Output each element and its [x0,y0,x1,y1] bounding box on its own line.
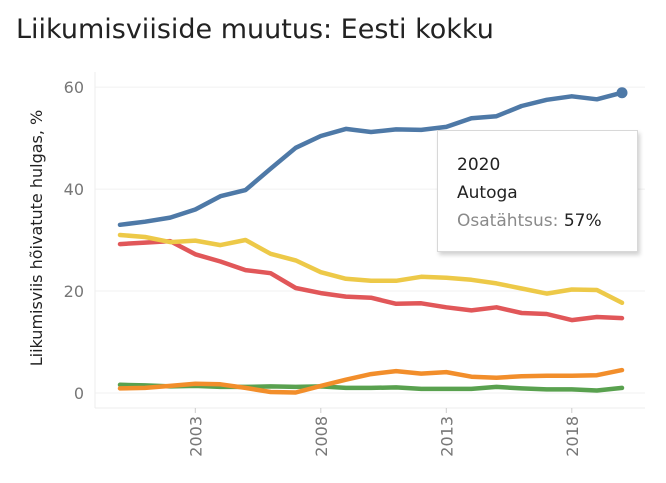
x-tick-label: 2008 [312,416,331,457]
x-tick-label: 2013 [437,416,456,457]
tooltip-share: Osatähtsus: 57% [457,207,637,235]
series-line [117,382,625,393]
x-tick-label: 2003 [186,416,205,457]
y-tick-label: 20 [64,282,84,301]
tooltip-year: 2020 [457,155,501,175]
tooltip-share-value: 57% [563,211,602,231]
y-tick-label: 0 [74,384,84,403]
chart-title: Liikumisviiside muutus: Eesti kokku [16,14,494,45]
y-tick-label: 60 [64,78,84,97]
y-axis-label: Liikumisviis hõivatute hulgas, % [27,110,46,367]
grid-lines [94,72,645,409]
highlight-point [616,87,628,99]
series-line [117,232,625,306]
series-line [117,367,625,395]
axis-ticks: 0 20 40 60 2003 2008 2013 2018 Liikumisviis hõiv… [27,78,582,457]
series-lines [117,90,625,395]
series-line [117,90,625,228]
y-tick-label: 40 [64,180,84,199]
tooltip-mode: Autoga [457,183,518,203]
series-line [117,238,625,323]
tooltip: 2020 Autoga Osatähtsus: 57% [437,130,638,252]
x-tick-label: 2018 [563,416,582,457]
highlight-markers [616,87,628,99]
tooltip-share-label: Osatähtsus: [457,211,559,231]
